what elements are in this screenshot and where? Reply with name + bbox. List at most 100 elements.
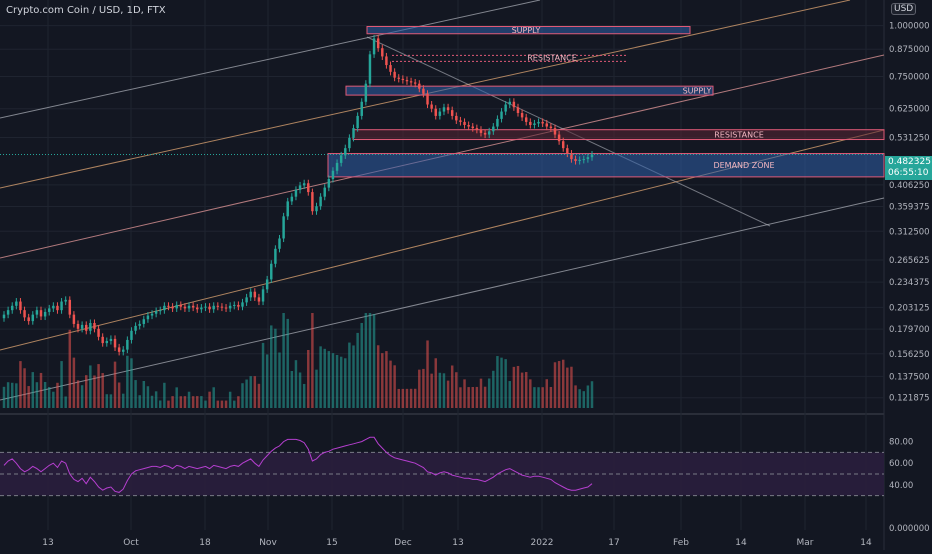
- candle-body: [590, 154, 594, 158]
- candle: [27, 313, 30, 325]
- candle: [23, 306, 26, 321]
- volume-bar: [323, 348, 326, 408]
- y-tick-label: 0.156250: [889, 350, 930, 360]
- candle: [455, 112, 458, 124]
- volume-bar: [496, 356, 499, 408]
- candle-body: [360, 101, 363, 116]
- candle-body: [80, 324, 84, 329]
- volume-bar: [233, 400, 236, 408]
- currency-selector[interactable]: USD: [891, 3, 917, 15]
- volume-bar: [434, 358, 437, 408]
- candle-body: [520, 113, 524, 118]
- candle: [253, 288, 257, 301]
- volume-bar: [463, 379, 466, 408]
- candle: [241, 298, 244, 311]
- candle-body: [270, 263, 273, 280]
- volume-bar: [27, 386, 30, 408]
- candle: [294, 186, 298, 201]
- candle: [430, 101, 433, 113]
- candle: [553, 124, 557, 139]
- volume-bar: [561, 359, 565, 408]
- candle: [233, 301, 236, 310]
- y-tick-label: 0.203125: [889, 303, 930, 313]
- volume-bar: [450, 365, 454, 408]
- y-tick-label: 0.265625: [889, 256, 930, 266]
- candle: [109, 335, 113, 345]
- rsi-tick-label: 0.000000: [889, 524, 930, 534]
- zone: DEMAND ZONE: [327, 153, 885, 178]
- volume-bar: [265, 354, 269, 408]
- candle-body: [253, 291, 257, 298]
- zone: SUPPLY: [345, 85, 714, 96]
- candle: [97, 325, 100, 341]
- candle-body: [130, 330, 133, 340]
- candle-body: [422, 88, 425, 94]
- volume-bar: [348, 342, 351, 408]
- volume-bar: [179, 396, 183, 408]
- zone: RESISTANCE: [352, 129, 885, 141]
- volume-bar: [208, 391, 211, 408]
- volume-bar: [183, 396, 187, 408]
- candle: [578, 156, 581, 165]
- candle-body: [47, 308, 51, 312]
- candle: [504, 101, 507, 116]
- candle: [364, 80, 368, 106]
- candle-body: [459, 120, 462, 122]
- x-tick-label: Oct: [123, 538, 139, 548]
- candle-body: [89, 322, 92, 331]
- x-tick-label: Mar: [797, 538, 814, 548]
- volume-bar: [360, 322, 363, 408]
- candle: [126, 336, 129, 354]
- candle-body: [163, 305, 166, 311]
- rsi-line: [3, 436, 593, 493]
- x-tick-label: Dec: [394, 538, 411, 548]
- candle-body: [298, 185, 302, 190]
- candle: [541, 118, 544, 128]
- candle-body: [381, 48, 384, 57]
- volume-bar: [298, 372, 302, 408]
- candle-body: [450, 110, 454, 116]
- volume-bar: [126, 355, 129, 408]
- candle-body: [245, 297, 248, 303]
- candle: [561, 137, 565, 152]
- candle-body: [578, 159, 581, 161]
- candle: [220, 303, 224, 312]
- volume-bar: [216, 400, 220, 408]
- candle-body: [376, 38, 380, 49]
- symbol-title: Crypto.com Coin / USD, 1D, FTX: [6, 5, 166, 16]
- volume-bar: [101, 373, 104, 408]
- candle: [319, 193, 322, 210]
- candle: [56, 302, 59, 314]
- candle: [422, 85, 425, 98]
- volume-bar: [224, 400, 228, 408]
- candle: [261, 285, 265, 306]
- candle: [72, 311, 76, 328]
- candle: [191, 302, 195, 312]
- candle-body: [249, 291, 252, 298]
- volume-bar: [570, 366, 573, 408]
- candle-body: [356, 115, 359, 129]
- volume-bar: [426, 340, 429, 408]
- candle-body: [483, 132, 487, 135]
- candle: [204, 303, 207, 312]
- candle: [47, 304, 51, 316]
- volume-bar: [290, 370, 294, 408]
- volume-bar: [105, 394, 109, 408]
- y-tick-label: 0.875000: [889, 45, 930, 55]
- candle-body: [167, 305, 170, 307]
- candle-body: [327, 178, 331, 188]
- candle-body: [2, 314, 6, 319]
- candle: [356, 112, 359, 132]
- candle-body: [43, 311, 47, 317]
- volume-bar: [249, 376, 252, 408]
- volume-bar: [142, 380, 146, 408]
- trend-line: [0, 0, 541, 119]
- candle-body: [101, 336, 104, 344]
- volume-bar: [294, 360, 298, 408]
- candle: [43, 308, 47, 321]
- candle: [352, 124, 355, 142]
- candle: [450, 106, 454, 120]
- candle-body: [200, 307, 203, 310]
